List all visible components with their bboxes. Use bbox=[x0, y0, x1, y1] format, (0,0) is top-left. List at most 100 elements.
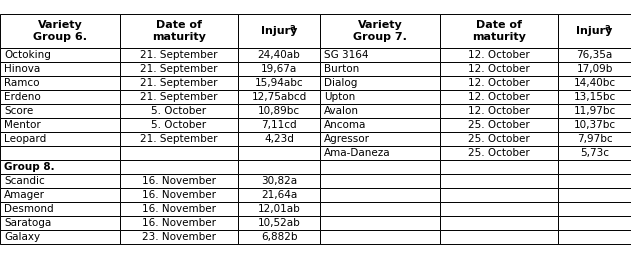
Text: 12. October: 12. October bbox=[468, 92, 530, 102]
Text: Ancoma: Ancoma bbox=[324, 120, 367, 130]
Text: Variety
Group 6.: Variety Group 6. bbox=[33, 20, 87, 42]
Bar bbox=[558, 202, 631, 216]
Text: 11,97bc: 11,97bc bbox=[574, 106, 616, 116]
Bar bbox=[120, 146, 238, 160]
Bar bbox=[320, 90, 440, 104]
Bar bbox=[238, 62, 320, 76]
Text: 6,882b: 6,882b bbox=[261, 232, 297, 242]
Bar bbox=[440, 14, 558, 48]
Text: Ama-Daneza: Ama-Daneza bbox=[324, 148, 391, 158]
Bar bbox=[558, 14, 631, 48]
Text: 14,40bc: 14,40bc bbox=[574, 78, 616, 88]
Bar bbox=[238, 174, 320, 188]
Bar bbox=[238, 118, 320, 132]
Bar bbox=[0, 160, 120, 174]
Text: 24,40ab: 24,40ab bbox=[257, 50, 300, 60]
Bar bbox=[320, 76, 440, 90]
Bar bbox=[120, 202, 238, 216]
Text: 21. September: 21. September bbox=[140, 134, 218, 144]
Bar bbox=[0, 174, 120, 188]
Bar bbox=[440, 104, 558, 118]
Bar bbox=[558, 62, 631, 76]
Bar bbox=[0, 118, 120, 132]
Bar bbox=[320, 146, 440, 160]
Bar bbox=[120, 216, 238, 230]
Bar bbox=[120, 118, 238, 132]
Text: 12. October: 12. October bbox=[468, 106, 530, 116]
Bar bbox=[320, 104, 440, 118]
Text: 10,37bc: 10,37bc bbox=[574, 120, 616, 130]
Text: 7,11cd: 7,11cd bbox=[261, 120, 297, 130]
Text: Scandic: Scandic bbox=[4, 176, 45, 186]
Text: a: a bbox=[289, 23, 295, 33]
Bar bbox=[320, 118, 440, 132]
Bar bbox=[558, 160, 631, 174]
Text: 21. September: 21. September bbox=[140, 50, 218, 60]
Text: Amager: Amager bbox=[4, 190, 45, 200]
Text: 16. November: 16. November bbox=[142, 218, 216, 228]
Text: 15,94abc: 15,94abc bbox=[255, 78, 304, 88]
Text: Galaxy: Galaxy bbox=[4, 232, 40, 242]
Bar bbox=[238, 216, 320, 230]
Bar bbox=[320, 62, 440, 76]
Bar bbox=[320, 14, 440, 48]
Text: Mentor: Mentor bbox=[4, 120, 41, 130]
Bar bbox=[238, 188, 320, 202]
Bar bbox=[238, 90, 320, 104]
Text: 10,52ab: 10,52ab bbox=[257, 218, 300, 228]
Bar bbox=[238, 202, 320, 216]
Text: Date of
maturity: Date of maturity bbox=[472, 20, 526, 42]
Text: Saratoga: Saratoga bbox=[4, 218, 51, 228]
Bar bbox=[238, 48, 320, 62]
Bar bbox=[440, 48, 558, 62]
Text: 23. November: 23. November bbox=[142, 232, 216, 242]
Bar bbox=[440, 216, 558, 230]
Bar bbox=[120, 174, 238, 188]
Bar bbox=[558, 90, 631, 104]
Bar bbox=[120, 160, 238, 174]
Text: 13,15bc: 13,15bc bbox=[574, 92, 616, 102]
Bar bbox=[320, 188, 440, 202]
Bar bbox=[320, 202, 440, 216]
Bar bbox=[440, 160, 558, 174]
Bar bbox=[238, 230, 320, 244]
Bar bbox=[0, 146, 120, 160]
Bar bbox=[120, 104, 238, 118]
Bar bbox=[0, 188, 120, 202]
Text: Date of
maturity: Date of maturity bbox=[152, 20, 206, 42]
Text: Upton: Upton bbox=[324, 92, 355, 102]
Bar bbox=[238, 76, 320, 90]
Text: 25. October: 25. October bbox=[468, 120, 530, 130]
Text: 12. October: 12. October bbox=[468, 50, 530, 60]
Text: 5,73c: 5,73c bbox=[580, 148, 609, 158]
Bar bbox=[558, 76, 631, 90]
Text: 30,82a: 30,82a bbox=[261, 176, 297, 186]
Bar bbox=[0, 202, 120, 216]
Text: Hinova: Hinova bbox=[4, 64, 40, 74]
Bar bbox=[320, 48, 440, 62]
Bar bbox=[320, 132, 440, 146]
Bar bbox=[440, 146, 558, 160]
Bar bbox=[558, 132, 631, 146]
Text: 21. September: 21. September bbox=[140, 64, 218, 74]
Bar bbox=[120, 76, 238, 90]
Text: 16. November: 16. November bbox=[142, 190, 216, 200]
Bar bbox=[440, 132, 558, 146]
Text: Avalon: Avalon bbox=[324, 106, 359, 116]
Bar bbox=[320, 230, 440, 244]
Bar bbox=[440, 90, 558, 104]
Bar bbox=[440, 62, 558, 76]
Bar bbox=[238, 160, 320, 174]
Text: Ramco: Ramco bbox=[4, 78, 40, 88]
Bar bbox=[440, 230, 558, 244]
Text: 12,01ab: 12,01ab bbox=[257, 204, 300, 214]
Text: 21. September: 21. September bbox=[140, 78, 218, 88]
Bar bbox=[0, 230, 120, 244]
Bar bbox=[558, 146, 631, 160]
Bar bbox=[0, 132, 120, 146]
Text: a: a bbox=[604, 23, 610, 33]
Bar bbox=[558, 118, 631, 132]
Text: 5. October: 5. October bbox=[151, 120, 206, 130]
Bar bbox=[0, 14, 120, 48]
Text: Group 8.: Group 8. bbox=[4, 162, 55, 172]
